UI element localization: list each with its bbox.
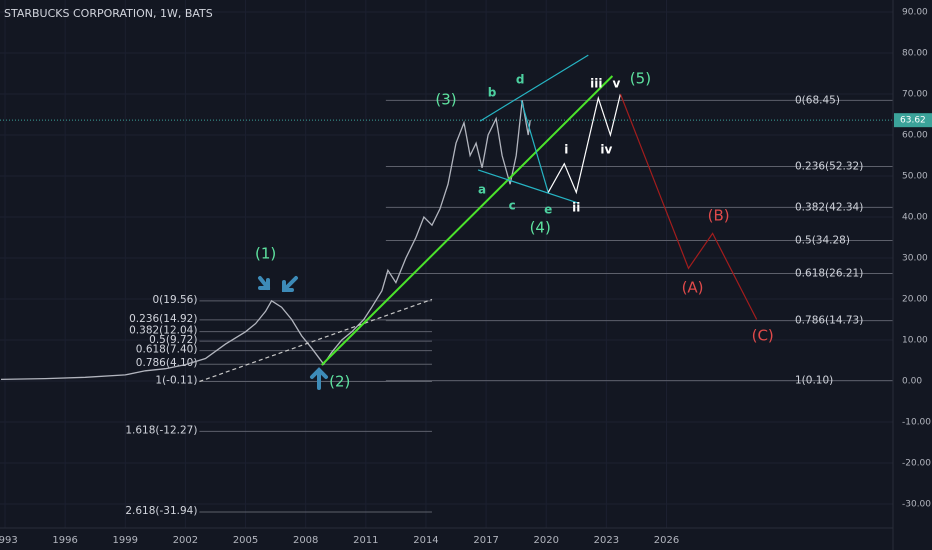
- x-tick-label: 1999: [113, 535, 138, 546]
- x-tick-label: 1996: [52, 535, 77, 546]
- wave-label: iv: [600, 143, 612, 157]
- y-tick-label: -20.00: [902, 459, 931, 469]
- drawn-line: [199, 298, 433, 383]
- fib-label: 1.618(-12.27): [125, 424, 197, 436]
- wave-label: i: [564, 143, 568, 157]
- fib-label: 0.786(14.73): [795, 315, 863, 327]
- y-tick-label: 30.00: [902, 254, 928, 264]
- fib-label: 0.618(7.40): [136, 344, 198, 356]
- wave-label: (C): [752, 326, 774, 344]
- wave-label: (B): [708, 207, 730, 225]
- x-tick-label: 1993: [0, 535, 18, 546]
- y-tick-label: 80.00: [902, 49, 928, 59]
- fib-label: 0.5(9.72): [149, 334, 197, 346]
- x-tick-label: 2008: [293, 535, 318, 546]
- axes: 90.00 80.00 70.00 60.00 50.00 40.00 30.00 20.00…: [0, 8, 932, 546]
- x-tick-label: 2014: [413, 535, 438, 546]
- y-tick-label: 50.00: [902, 172, 928, 182]
- chart-title: STARBUCKS CORPORATION, 1W, BATS: [4, 7, 213, 20]
- price-line: [0, 100, 531, 381]
- arrows: [258, 276, 328, 390]
- y-tick-label: 10.00: [902, 336, 928, 346]
- fib-label: 1(-0.11): [155, 374, 197, 386]
- y-tick-label: 40.00: [902, 213, 928, 223]
- drawn-line: [520, 100, 549, 193]
- x-tick-label: 2005: [233, 535, 258, 546]
- fib-label: 0.382(42.34): [795, 201, 863, 213]
- wave-label: iii: [590, 77, 602, 91]
- wave-label: v: [612, 77, 620, 91]
- wave-label: b: [488, 86, 497, 100]
- last-price-badge: [894, 113, 932, 128]
- fib-label: 1(0.10): [795, 375, 833, 387]
- arrow: [258, 276, 270, 290]
- y-tick-label: 70.00: [902, 90, 928, 100]
- drawn-line: [320, 75, 614, 366]
- fib-label: 2.618(-31.94): [125, 505, 197, 517]
- last-price-label: 63.62: [900, 116, 926, 126]
- wave-label: ii: [572, 200, 580, 214]
- wave-label: e: [544, 203, 552, 217]
- fib-label: 0(19.56): [153, 294, 198, 306]
- fib-label: 0.5(34.28): [795, 234, 850, 246]
- y-tick-label: 20.00: [902, 295, 928, 305]
- x-tick-label: 2017: [473, 535, 498, 546]
- wave-label: a: [478, 182, 486, 196]
- wave-label: (2): [329, 372, 350, 390]
- drawn-line: [479, 54, 589, 122]
- wave-label: (4): [530, 219, 551, 237]
- arrow: [310, 367, 328, 390]
- arrow: [282, 276, 298, 292]
- fib-label: 0(68.45): [795, 94, 840, 106]
- fib-label: 0.236(14.92): [129, 313, 197, 325]
- drawn-line: [547, 93, 621, 195]
- fib-label: 0.236(52.32): [795, 161, 863, 173]
- wave-label: d: [516, 73, 525, 87]
- plot-area: 0(19.56) 0.236(14.92)0.382(12.04)0.5(9.72…: [0, 54, 893, 517]
- y-tick-label: -30.00: [902, 500, 931, 510]
- wave-label: c: [509, 198, 516, 212]
- grid: [0, 0, 893, 528]
- y-tick-label: 0.00: [902, 377, 922, 387]
- y-tick-label: -10.00: [902, 418, 931, 428]
- y-tick-label: 90.00: [902, 8, 928, 18]
- x-tick-label: 2023: [594, 535, 619, 546]
- drawn-line: [619, 93, 758, 320]
- x-tick-label: 2020: [533, 535, 558, 546]
- fib-label: 0.786(4.10): [136, 357, 198, 369]
- x-tick-label: 2026: [654, 535, 679, 546]
- x-tick-label: 2002: [173, 535, 198, 546]
- x-tick-label: 2011: [353, 535, 378, 546]
- fib-label: 0.382(12.04): [129, 325, 197, 337]
- y-tick-label: 60.00: [902, 131, 928, 141]
- fib-label: 0.618(26.21): [795, 268, 863, 280]
- wave-label: (A): [682, 278, 704, 296]
- wave-label: (1): [255, 244, 276, 262]
- wave-label: (3): [435, 91, 456, 109]
- drawn-line: [477, 169, 579, 204]
- wave-label: (5): [630, 69, 651, 87]
